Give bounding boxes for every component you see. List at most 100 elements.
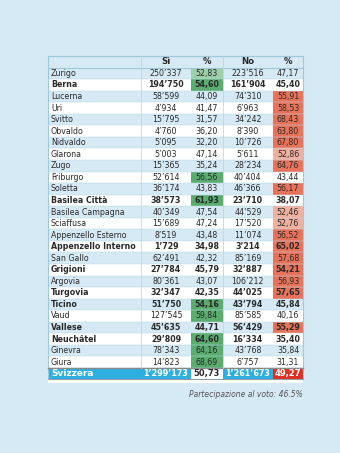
Text: 67,80: 67,80	[277, 138, 299, 147]
Text: 10’726: 10’726	[234, 138, 261, 147]
Bar	[273, 287, 303, 299]
Bar	[48, 114, 303, 125]
Text: 38’573: 38’573	[151, 196, 181, 205]
Text: 32’347: 32’347	[151, 289, 181, 297]
Bar	[48, 206, 303, 218]
Bar	[273, 91, 303, 102]
Bar	[191, 137, 223, 149]
Bar	[273, 368, 303, 380]
Text: Soletta: Soletta	[51, 184, 79, 193]
Text: 43’794: 43’794	[233, 300, 263, 309]
Text: 74’310: 74’310	[234, 92, 261, 101]
Bar	[273, 333, 303, 345]
Bar	[273, 183, 303, 195]
Bar	[273, 79, 303, 91]
Bar	[48, 160, 303, 172]
Text: 62’491: 62’491	[152, 254, 180, 263]
Bar	[191, 172, 223, 183]
Text: 5’611: 5’611	[237, 150, 259, 159]
Bar	[191, 114, 223, 125]
Text: 223’516: 223’516	[232, 69, 264, 78]
Text: 56’429: 56’429	[233, 323, 263, 332]
Text: 15’365: 15’365	[152, 161, 180, 170]
Bar	[48, 345, 303, 357]
Bar	[191, 160, 223, 172]
Text: 61,93: 61,93	[194, 196, 219, 205]
Bar	[48, 218, 303, 229]
Bar	[191, 79, 223, 91]
Text: 56,17: 56,17	[277, 184, 299, 193]
Text: 4’934: 4’934	[155, 104, 177, 113]
Text: 3’214: 3’214	[236, 242, 260, 251]
Text: 47,54: 47,54	[196, 207, 218, 217]
Text: 8’519: 8’519	[155, 231, 177, 240]
Text: Argovia: Argovia	[51, 277, 81, 286]
Text: Neuchâtel: Neuchâtel	[51, 335, 96, 343]
Bar	[273, 195, 303, 206]
Bar	[273, 67, 303, 79]
Bar	[273, 125, 303, 137]
Bar	[48, 264, 303, 275]
Text: 6’963: 6’963	[237, 104, 259, 113]
Text: 32’887: 32’887	[233, 265, 263, 274]
Text: 28’234: 28’234	[234, 161, 261, 170]
Bar	[48, 149, 303, 160]
Bar	[191, 206, 223, 218]
Bar	[48, 195, 303, 206]
Text: 31,57: 31,57	[196, 115, 218, 124]
Bar	[273, 229, 303, 241]
Bar	[48, 322, 303, 333]
Text: San Gallo: San Gallo	[51, 254, 88, 263]
Text: 52,46: 52,46	[277, 207, 299, 217]
Text: Zurigo: Zurigo	[51, 69, 77, 78]
Bar	[191, 252, 223, 264]
Text: 43,48: 43,48	[196, 231, 218, 240]
Text: 52,86: 52,86	[277, 150, 299, 159]
Text: 85’169: 85’169	[234, 254, 261, 263]
Text: 65,02: 65,02	[276, 242, 301, 251]
Text: 14’823: 14’823	[152, 358, 180, 366]
Text: 31,31: 31,31	[277, 358, 299, 366]
Bar	[191, 299, 223, 310]
Text: 17’520: 17’520	[234, 219, 261, 228]
Bar	[48, 91, 303, 102]
Bar	[48, 125, 303, 137]
Bar	[191, 357, 223, 368]
Text: 1’729: 1’729	[154, 242, 178, 251]
Text: 194’750: 194’750	[148, 81, 184, 90]
Bar	[273, 206, 303, 218]
Bar	[191, 149, 223, 160]
Text: Ginevra: Ginevra	[51, 346, 82, 355]
Text: 6’757: 6’757	[237, 358, 259, 366]
Text: Berna: Berna	[51, 81, 77, 90]
Text: 5’003: 5’003	[155, 150, 177, 159]
Bar	[48, 357, 303, 368]
Text: 45,40: 45,40	[276, 81, 301, 90]
Text: Svitto: Svitto	[51, 115, 74, 124]
Text: 40’404: 40’404	[234, 173, 261, 182]
Text: 8’390: 8’390	[237, 127, 259, 135]
Text: 56,56: 56,56	[196, 173, 218, 182]
Text: Appenzello Interno: Appenzello Interno	[51, 242, 136, 251]
Text: 54,16: 54,16	[194, 300, 219, 309]
Text: Partecipazione al voto: 46.5%: Partecipazione al voto: 46.5%	[189, 390, 303, 399]
Bar	[191, 229, 223, 241]
Text: 45,79: 45,79	[194, 265, 219, 274]
Text: 45’635: 45’635	[151, 323, 181, 332]
Text: 43,07: 43,07	[196, 277, 218, 286]
Text: 29’809: 29’809	[151, 335, 181, 343]
Text: 52’614: 52’614	[152, 173, 180, 182]
Text: Lucerna: Lucerna	[51, 92, 82, 101]
Bar	[48, 241, 303, 252]
Text: Friburgo: Friburgo	[51, 173, 83, 182]
Text: 52,83: 52,83	[196, 69, 218, 78]
Text: Obvaldo: Obvaldo	[51, 127, 84, 135]
Text: 68,43: 68,43	[277, 115, 299, 124]
Bar	[48, 102, 303, 114]
Text: 43,83: 43,83	[196, 184, 218, 193]
Bar	[273, 345, 303, 357]
Text: 27’784: 27’784	[151, 265, 181, 274]
Bar	[191, 264, 223, 275]
Text: 57,65: 57,65	[275, 289, 301, 297]
Text: 43,44: 43,44	[277, 173, 299, 182]
